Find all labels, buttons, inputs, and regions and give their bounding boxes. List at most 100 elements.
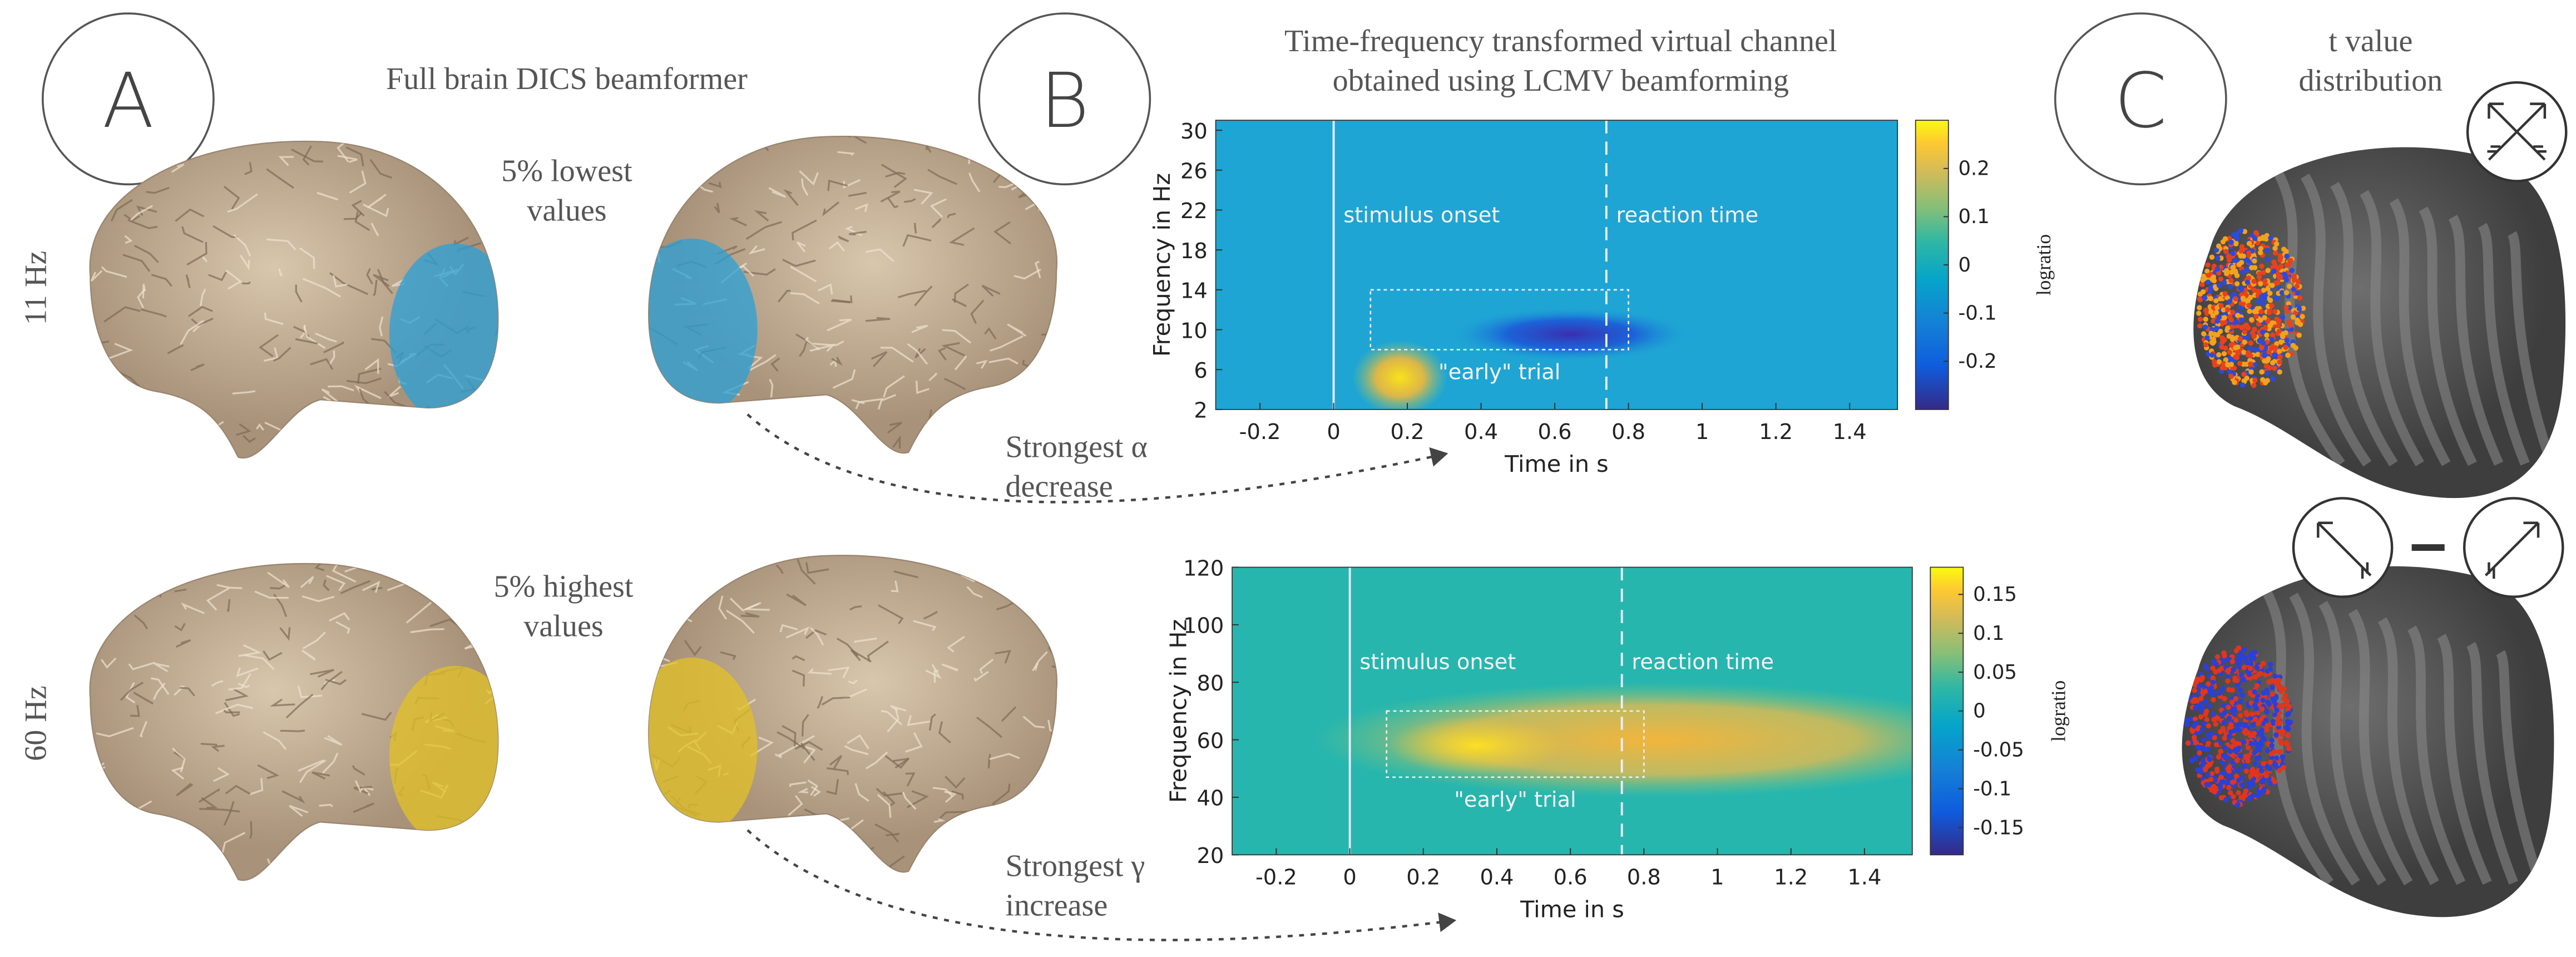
x-tick-label: 1.2 (1774, 865, 1808, 890)
source-dot (2259, 309, 2264, 314)
source-dot (2203, 712, 2208, 717)
annotation: Strongest α (1006, 430, 1148, 465)
sulcus (387, 434, 397, 446)
source-dot (2203, 317, 2208, 322)
source-dot (2252, 689, 2257, 694)
source-dot (2268, 235, 2273, 240)
sulcus (405, 457, 422, 470)
y-tick-label: 40 (1196, 786, 1224, 811)
source-dot (2196, 310, 2201, 315)
source-dot (2184, 717, 2189, 722)
sulcus (385, 833, 409, 847)
source-dot (2256, 721, 2261, 726)
source-dot (2285, 338, 2290, 343)
source-dot (2240, 269, 2245, 274)
annotation: decrease (1006, 469, 1113, 504)
source-dot (2202, 721, 2207, 726)
annotation: increase (1006, 889, 1108, 923)
source-dot (2241, 372, 2246, 377)
sulcus (78, 457, 95, 467)
sulcus (101, 172, 124, 179)
source-dot (2213, 722, 2218, 727)
source-dot (2212, 359, 2217, 364)
sulcus (758, 450, 772, 457)
sulcus (370, 855, 383, 865)
sulcus (1011, 805, 1030, 826)
sulcus (463, 832, 481, 844)
colorbar-label: logratio (2047, 680, 2069, 742)
sulcus (933, 422, 950, 444)
sulcus (132, 152, 155, 162)
source-dot (2203, 308, 2208, 313)
source-dot (2265, 668, 2270, 673)
source-dot (2214, 742, 2219, 747)
source-dot (2278, 741, 2283, 746)
source-dot (2223, 236, 2228, 241)
sulcus (175, 439, 187, 448)
source-dot (2249, 265, 2254, 270)
source-dot (2258, 671, 2263, 676)
sulcus (669, 451, 705, 470)
source-dot (2269, 743, 2274, 748)
brain-renders (70, 128, 1080, 897)
source-dot (2230, 659, 2235, 664)
source-dot (2254, 756, 2259, 761)
source-dot (2222, 653, 2227, 658)
source-dot (2208, 777, 2213, 782)
source-dot (2198, 714, 2203, 719)
source-dot (2225, 678, 2230, 683)
source-dot (2271, 269, 2276, 274)
source-dot (2261, 777, 2266, 782)
source-dot (2229, 759, 2234, 764)
source-dot (2264, 248, 2270, 253)
source-dot (2218, 296, 2223, 301)
source-dot (2273, 250, 2278, 255)
sulcus (988, 754, 990, 768)
sulcus (768, 841, 794, 854)
source-dot (2247, 309, 2252, 314)
sulcus (645, 876, 649, 897)
source-dot (2281, 765, 2286, 770)
source-dot (2186, 741, 2191, 746)
source-dot (2268, 298, 2273, 303)
source-dot (2224, 754, 2229, 759)
sulcus (678, 603, 693, 614)
source-dot (2226, 704, 2231, 709)
sulcus (908, 875, 921, 878)
source-dot (2259, 732, 2264, 737)
source-dot (2295, 319, 2300, 324)
sulcus (652, 400, 670, 414)
sulcus (1011, 403, 1032, 417)
sulcus (956, 867, 968, 875)
source-dot (2203, 699, 2208, 704)
source-dot (2272, 780, 2277, 785)
brain (70, 128, 527, 484)
source-dot (2277, 768, 2282, 773)
panel-letter: A (102, 57, 154, 145)
x-tick-label: 0.6 (1554, 865, 1588, 890)
source-dot (2270, 685, 2275, 690)
source-dot (2238, 248, 2243, 253)
sulcus (165, 820, 173, 826)
source-dot (2242, 339, 2247, 344)
source-dot (2200, 704, 2205, 709)
sulcus (860, 867, 883, 881)
sulcus (390, 128, 391, 145)
source-dot (2206, 772, 2211, 777)
sulcus (1055, 388, 1067, 403)
source-dot (2209, 254, 2214, 259)
source-dot (2246, 259, 2251, 264)
source-dot (2203, 689, 2208, 694)
annotation: Strongest γ (1006, 849, 1145, 884)
sulcus (736, 444, 769, 453)
colorbar-tick-label: 0.1 (1973, 622, 2004, 645)
source-dot (2261, 788, 2266, 793)
source-dot (2226, 668, 2231, 673)
source-dot (2227, 349, 2232, 354)
sulcus (769, 828, 789, 838)
source-dot (2292, 274, 2297, 279)
source-dot (2252, 236, 2257, 241)
sulcus (814, 423, 838, 436)
sulcus (491, 244, 506, 259)
sulcus (198, 446, 216, 460)
